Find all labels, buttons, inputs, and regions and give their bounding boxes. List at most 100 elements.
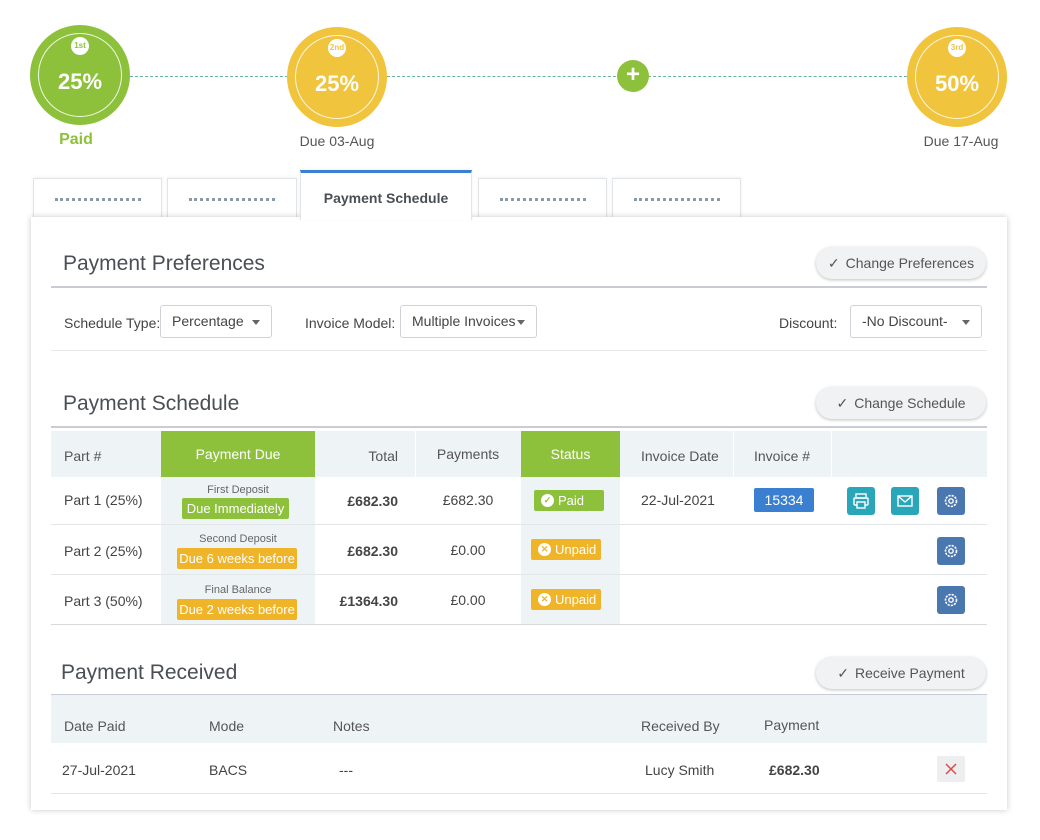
invoice-model-select[interactable]: Multiple Invoices [400, 305, 537, 338]
placeholder-dots [499, 198, 586, 201]
column-separator [831, 431, 832, 477]
received-title: Payment Received [61, 661, 238, 684]
payments-value: £0.00 [450, 592, 486, 608]
date-paid: 27-Jul-2021 [62, 762, 136, 778]
delete-payment-button[interactable] [937, 756, 965, 782]
settings-button[interactable] [937, 487, 965, 515]
column-header: Invoice # [754, 448, 811, 464]
ordinal-badge: 3rd [948, 39, 966, 57]
due-tag: Due 6 weeks before [177, 548, 297, 569]
column-header: Received By [641, 718, 720, 734]
section-divider [51, 286, 987, 288]
total-value: £1364.30 [339, 593, 398, 609]
button-label: Change Schedule [854, 395, 966, 411]
column-separator [415, 431, 416, 477]
column-header: Total [368, 448, 398, 464]
row-divider [51, 574, 987, 575]
check-icon: ✓ [827, 255, 840, 271]
placeholder-dots [633, 198, 720, 201]
chevron-down-icon [962, 320, 970, 325]
invoice-date: 22-Jul-2021 [641, 492, 715, 508]
x-circle-icon: ✕ [538, 593, 551, 606]
print-button[interactable] [847, 487, 875, 515]
column-header: Notes [333, 718, 370, 734]
row-divider [51, 624, 987, 625]
divider [51, 350, 987, 351]
column-header: Mode [209, 718, 245, 734]
section-divider [51, 426, 987, 428]
payment-mode: BACS [209, 762, 248, 778]
column-header: Invoice Date [641, 448, 719, 464]
receive-payment-button[interactable]: ✓ Receive Payment [816, 657, 986, 689]
settings-button[interactable] [937, 586, 965, 614]
step-label: Due 03-Aug [299, 133, 375, 149]
column-header: Status [521, 431, 620, 477]
select-value: -No Discount- [862, 313, 948, 329]
part-label: Part 1 (25%) [64, 492, 143, 508]
envelope-icon [897, 495, 913, 507]
column-header: Payment Due [161, 431, 315, 477]
change-schedule-button[interactable]: ✓ Change Schedule [816, 387, 986, 419]
part-label: Part 2 (25%) [64, 543, 143, 559]
button-label: Receive Payment [855, 665, 965, 681]
payments-value: £0.00 [450, 542, 486, 558]
change-preferences-button[interactable]: ✓ Change Preferences [816, 247, 986, 279]
due-tag: Due Immediately [182, 498, 289, 519]
row-divider [51, 793, 987, 794]
discount-select[interactable]: -No Discount- [850, 305, 982, 338]
step-label: Due 17-Aug [923, 133, 999, 149]
tab-payment-schedule[interactable]: Payment Schedule [300, 170, 472, 220]
status-badge: ✓ Paid [534, 490, 604, 511]
due-tag: Due 2 weeks before [177, 599, 297, 620]
placeholder-dots [189, 198, 275, 201]
payment-panel: Payment Preferences ✓ Change Preferences … [31, 217, 1007, 810]
gear-icon [944, 494, 958, 508]
tab-5[interactable] [612, 178, 741, 218]
tab-1[interactable] [33, 178, 162, 218]
step-percent: 25% [314, 71, 360, 96]
step-percent: 50% [934, 71, 980, 96]
chevron-down-icon [517, 320, 525, 325]
due-caption: Second Deposit [199, 533, 277, 545]
tab-2[interactable] [167, 178, 297, 218]
printer-icon [853, 493, 869, 509]
part-label: Part 3 (50%) [64, 593, 143, 609]
column-header: Payment [764, 717, 820, 733]
column-header: Payments [436, 446, 500, 462]
status-text: Paid [558, 493, 585, 508]
status-text: Unpaid [555, 592, 597, 607]
x-circle-icon: ✕ [538, 543, 551, 556]
step-label: Paid [59, 131, 93, 148]
payment-timeline: 1st 25% Paid 2nd 25% Due 03-Aug + 3rd 50… [0, 0, 1040, 160]
tab-4[interactable] [478, 178, 607, 218]
check-circle-icon: ✓ [541, 494, 554, 507]
check-icon: ✓ [837, 665, 849, 681]
status-text: Unpaid [555, 542, 597, 557]
gear-icon [944, 544, 958, 558]
invoice-number-button[interactable]: 15334 [754, 488, 814, 512]
close-icon [945, 763, 957, 775]
column-header: Part # [64, 448, 102, 464]
column-separator [733, 431, 734, 477]
table-header [51, 695, 987, 743]
timeline-step-3: 3rd 50% [907, 27, 1007, 127]
column-header: Date Paid [64, 718, 126, 734]
due-caption: Final Balance [204, 584, 272, 596]
schedule-type-select[interactable]: Percentage [160, 305, 272, 338]
add-step-button[interactable]: + [617, 60, 649, 92]
settings-button[interactable] [937, 537, 965, 565]
timeline-step-1: 1st 25% [30, 25, 130, 125]
tab-label: Payment Schedule [323, 190, 449, 206]
check-icon: ✓ [836, 395, 849, 411]
email-button[interactable] [891, 487, 919, 515]
row-divider [51, 524, 987, 525]
placeholder-dots [54, 198, 141, 201]
ordinal-badge: 1st [71, 37, 89, 55]
schedule-type-label: Schedule Type: [64, 315, 161, 331]
total-value: £682.30 [347, 493, 398, 509]
timeline-connector [130, 76, 288, 77]
received-by: Lucy Smith [645, 762, 715, 778]
button-label: Change Preferences [845, 255, 975, 271]
payments-value: £682.30 [442, 492, 494, 508]
payment-amount: £682.30 [769, 762, 820, 778]
